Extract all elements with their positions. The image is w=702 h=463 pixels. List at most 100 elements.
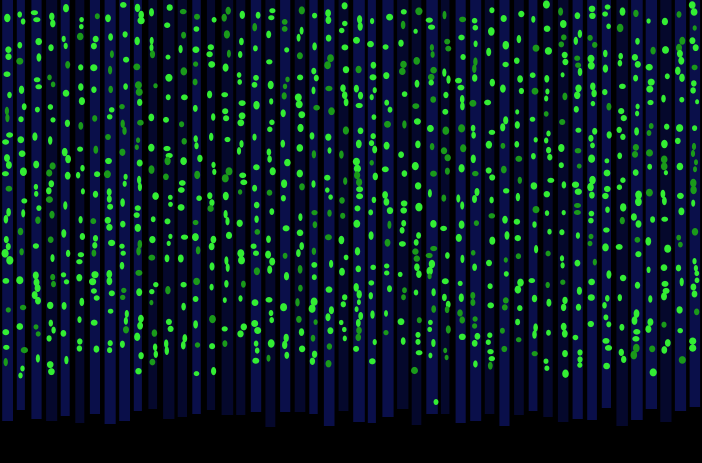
green-dot <box>46 335 52 342</box>
green-dot <box>20 365 25 372</box>
green-dot <box>138 352 144 360</box>
green-dot <box>164 346 169 356</box>
green-dot <box>51 280 56 288</box>
green-dot <box>153 83 158 89</box>
green-dot <box>693 166 697 173</box>
green-dot <box>77 316 82 323</box>
green-dot <box>108 85 113 94</box>
green-dot <box>619 7 626 16</box>
green-dot <box>441 194 447 202</box>
green-dot <box>397 318 405 326</box>
green-dot <box>313 319 318 325</box>
green-dot <box>47 236 54 243</box>
band-column <box>411 0 422 425</box>
green-dot <box>77 146 84 152</box>
green-dot <box>428 352 433 359</box>
green-dot <box>513 218 521 225</box>
green-dot <box>338 319 344 326</box>
green-dot <box>619 216 625 225</box>
green-dot <box>383 72 390 80</box>
green-dot <box>588 278 595 286</box>
green-dot <box>442 10 447 20</box>
green-dot <box>532 330 537 339</box>
green-dot <box>688 1 696 9</box>
green-dot <box>544 210 550 216</box>
green-dot <box>225 231 233 239</box>
green-dot <box>691 199 696 207</box>
green-dot <box>107 340 113 347</box>
green-dot <box>222 108 229 115</box>
green-dot <box>5 53 12 60</box>
green-dot <box>503 116 509 125</box>
band-column <box>587 0 597 420</box>
green-dot <box>34 190 39 197</box>
green-dot <box>384 99 390 106</box>
green-dot <box>690 178 697 188</box>
band-column <box>294 0 306 412</box>
green-dot <box>78 122 84 130</box>
green-dot <box>427 73 435 81</box>
green-dot <box>486 259 492 267</box>
green-dot <box>311 274 317 281</box>
band-column <box>528 0 538 411</box>
green-dot <box>17 11 23 18</box>
green-dot <box>544 75 550 83</box>
green-dot <box>108 33 113 41</box>
green-dot <box>164 22 171 29</box>
green-dot <box>648 295 653 303</box>
green-dot <box>635 110 640 117</box>
green-dot <box>355 333 362 342</box>
green-dot <box>237 189 243 195</box>
green-dot <box>353 219 361 228</box>
green-dot <box>149 43 154 52</box>
green-dot <box>500 15 507 22</box>
green-dot <box>514 57 520 64</box>
green-dot <box>458 293 464 303</box>
green-dot <box>16 323 24 330</box>
green-dot <box>33 77 41 83</box>
green-dot <box>343 254 349 261</box>
green-dot <box>269 8 276 14</box>
green-dot <box>123 326 129 334</box>
green-dot <box>472 24 479 31</box>
green-dot <box>458 220 465 229</box>
green-dot <box>134 205 141 211</box>
green-dot <box>471 131 476 139</box>
green-dot <box>241 280 246 288</box>
green-dot <box>108 65 113 75</box>
green-dot <box>92 242 98 249</box>
green-dot <box>237 119 245 127</box>
green-dot <box>470 124 476 132</box>
green-dot <box>3 71 11 77</box>
green-dot <box>338 27 345 34</box>
green-dot <box>192 219 199 226</box>
green-dot <box>546 130 551 137</box>
green-dot <box>383 330 389 336</box>
band-column <box>499 0 510 426</box>
green-dot <box>577 349 583 356</box>
green-dot <box>676 124 684 132</box>
green-dot <box>46 187 52 195</box>
green-dot <box>647 318 654 326</box>
green-dot <box>679 36 686 45</box>
green-dot <box>459 95 465 104</box>
green-dot <box>311 180 316 188</box>
green-dot <box>472 170 479 177</box>
green-dot <box>558 41 565 48</box>
green-dot <box>441 278 449 285</box>
green-dot <box>692 25 697 31</box>
green-dot <box>590 82 596 91</box>
green-dot <box>459 316 466 324</box>
green-dot <box>19 304 27 311</box>
green-dot <box>239 140 244 148</box>
green-dot <box>252 23 258 32</box>
green-dot <box>603 314 609 321</box>
green-dot <box>620 133 626 140</box>
green-dot <box>674 137 681 145</box>
green-dot <box>560 279 566 285</box>
green-dot <box>1 171 9 177</box>
green-dot <box>181 302 186 311</box>
green-dot <box>308 304 316 313</box>
green-dot <box>514 141 520 148</box>
green-dot <box>635 197 642 207</box>
